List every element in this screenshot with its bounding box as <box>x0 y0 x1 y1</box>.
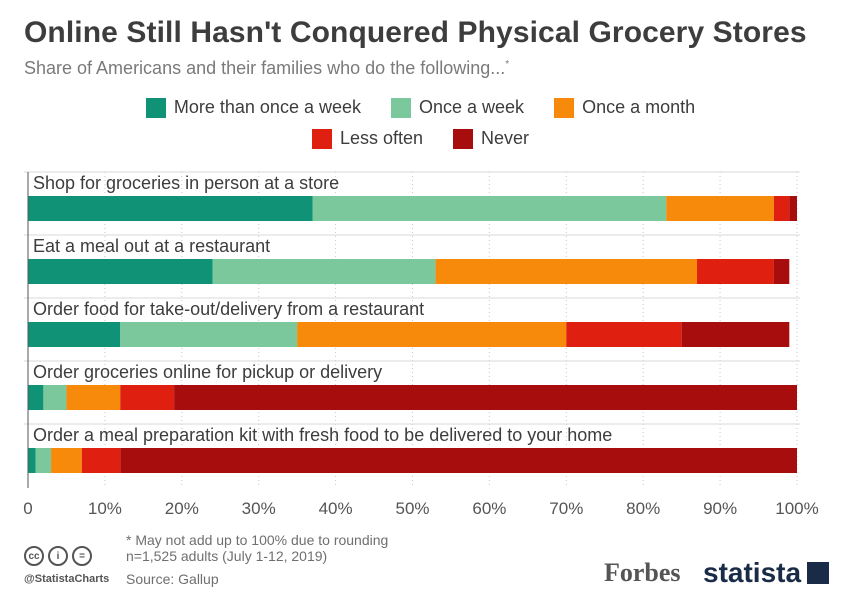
bar-segment <box>28 385 44 410</box>
bar-segment <box>174 385 798 410</box>
bar-segment <box>312 196 667 221</box>
statista-logo-icon <box>807 562 830 584</box>
x-tick-label: 10% <box>88 499 122 518</box>
bar-segment <box>435 259 698 284</box>
bar-segment <box>789 196 797 221</box>
x-tick-label: 100% <box>775 499 818 518</box>
bar-segment <box>28 322 121 347</box>
bar-segment <box>120 385 175 410</box>
x-tick-label: 20% <box>165 499 199 518</box>
bar-segment <box>681 322 790 347</box>
statista-wordmark: statista <box>703 557 802 588</box>
attribution-icon: i <box>48 546 68 566</box>
bar-segment <box>773 259 790 284</box>
legend-item-never: Never <box>453 128 529 149</box>
bar-segment <box>697 259 774 284</box>
legend-row-2: Less often Never <box>0 128 841 149</box>
legend-row-1: More than once a week Once a week Once a… <box>0 97 841 118</box>
legend-swatch <box>453 128 474 149</box>
subtitle-asterisk: * <box>505 59 510 70</box>
cc-license-icon: cc <box>24 546 44 566</box>
x-tick-label: 40% <box>319 499 353 518</box>
bar-segment <box>120 322 298 347</box>
bar-segment <box>212 259 436 284</box>
bar-segment <box>566 322 682 347</box>
bar-segment <box>28 448 36 473</box>
x-tick-label: 60% <box>472 499 506 518</box>
legend-label: More than once a week <box>173 97 361 117</box>
bar-segment <box>66 385 121 410</box>
footnote-rounding: * May not add up to 100% due to rounding <box>126 532 389 548</box>
x-tick-label: 50% <box>395 499 429 518</box>
subtitle-text: Share of Americans and their families wh… <box>24 58 506 78</box>
bar-segment <box>51 448 82 473</box>
legend-swatch <box>554 97 575 118</box>
category-label: Order food for take-out/delivery from a … <box>33 299 424 319</box>
legend-swatch <box>311 128 332 149</box>
bar-segment <box>81 448 121 473</box>
forbes-logo: Forbes <box>604 558 681 587</box>
footnote-block: * May not add up to 100% due to rounding… <box>126 532 388 564</box>
x-tick-label: 0 <box>23 499 32 518</box>
category-label: Order groceries online for pickup or del… <box>33 362 382 382</box>
legend-item-once-a-week: Once a week <box>391 97 524 118</box>
bar-segment <box>773 196 790 221</box>
legend-swatch <box>391 97 411 118</box>
bar-segment <box>28 259 213 284</box>
chart-title: Online Still Hasn't Conquered Physical G… <box>24 16 807 49</box>
x-tick-label: 90% <box>703 499 737 518</box>
legend-label: Never <box>481 128 530 148</box>
x-tick-label: 80% <box>626 499 660 518</box>
category-label: Eat a meal out at a restaurant <box>33 236 270 256</box>
bar-segment <box>35 448 52 473</box>
bar-segment <box>666 196 774 221</box>
bar-segment <box>120 448 797 473</box>
legend-label: Once a month <box>582 97 696 117</box>
chart-subtitle: Share of Americans and their families wh… <box>24 58 509 79</box>
source-note: Source: Gallup <box>126 571 219 587</box>
category-label: Order a meal preparation kit with fresh … <box>33 425 612 445</box>
legend-item-more-than-once-a-week: More than once a week <box>145 97 361 118</box>
legend-label: Once a week <box>419 97 525 117</box>
plot-area: Shop for groceries in person at a store E… <box>23 171 819 518</box>
bar-segment <box>28 196 313 221</box>
bar-segment <box>297 322 567 347</box>
bar-segment <box>43 385 67 410</box>
statista-logo: statista <box>703 557 830 589</box>
x-tick-label: 30% <box>242 499 276 518</box>
license-icons: cc i = <box>24 546 92 566</box>
legend-label: Less often <box>339 128 424 148</box>
category-label: Shop for groceries in person at a store <box>33 173 339 193</box>
no-derivatives-icon: = <box>72 546 92 566</box>
legend-item-less-often: Less often <box>311 128 424 149</box>
legend-item-once-a-month: Once a month <box>554 97 695 118</box>
statista-handle: @StatistaCharts <box>24 573 110 585</box>
x-tick-label: 70% <box>549 499 583 518</box>
legend-swatch <box>145 97 166 118</box>
footnote-sample: n=1,525 adults (July 1-12, 2019) <box>126 548 328 564</box>
